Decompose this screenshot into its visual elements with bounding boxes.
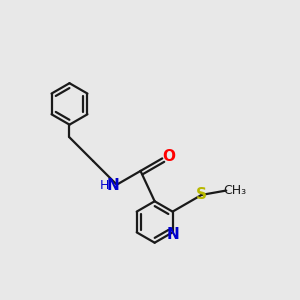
Text: CH₃: CH₃ — [223, 184, 246, 197]
Text: O: O — [162, 148, 175, 164]
Text: H: H — [100, 179, 109, 192]
Text: N: N — [166, 227, 179, 242]
Text: S: S — [196, 188, 207, 202]
Text: N: N — [107, 178, 119, 193]
